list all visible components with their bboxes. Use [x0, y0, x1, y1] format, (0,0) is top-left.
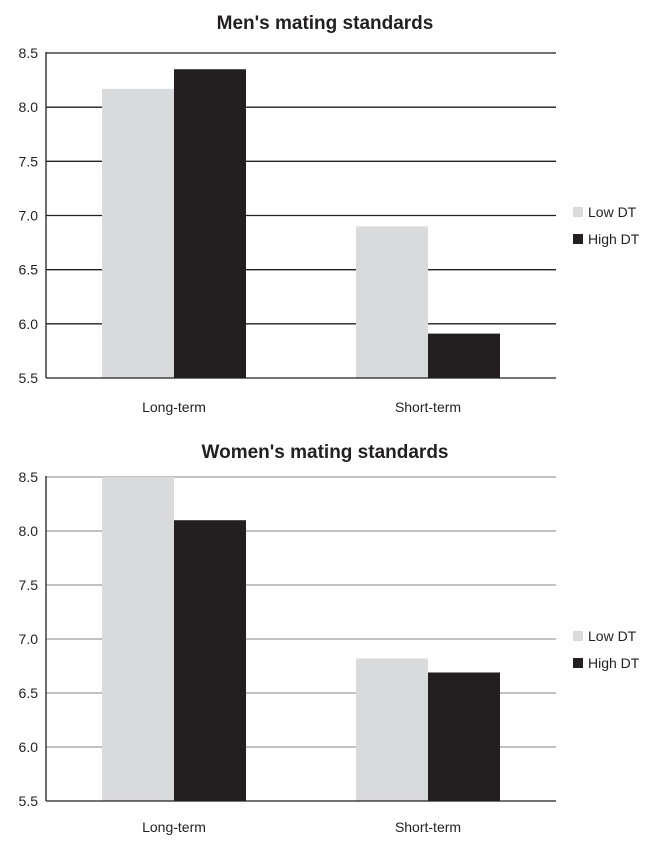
chart1-x-tick-label: Long-term	[142, 399, 206, 415]
chart2-title: Women's mating standards	[202, 442, 449, 463]
chart2-x-tick-label: Short-term	[395, 819, 461, 835]
chart1-bar-high-dt-short-term	[428, 333, 500, 378]
chart1-legend-label-high-dt: High DT	[588, 231, 640, 247]
chart1-bar-high-dt-long-term	[174, 69, 246, 378]
chart2-y-tick-label: 8.5	[19, 469, 39, 485]
chart1-legend-swatch-high-dt	[573, 234, 583, 244]
chart1-y-tick-label: 8.0	[19, 99, 39, 115]
chart2-x-tick-label: Long-term	[142, 819, 206, 835]
chart1-title: Men's mating standards	[217, 13, 434, 34]
chart1-bar-low-dt-long-term	[102, 88, 174, 378]
chart1-y-tick-label: 5.5	[19, 370, 39, 386]
chart1-y-tick-label: 6.0	[19, 316, 39, 332]
chart2-legend-swatch-low-dt	[573, 631, 583, 641]
chart1-y-tick-label: 6.5	[19, 262, 39, 278]
chart2-bar-high-dt-short-term	[428, 672, 500, 801]
chart2-y-tick-label: 6.5	[19, 685, 39, 701]
chart1-bar-low-dt-short-term	[356, 226, 428, 378]
chart2-y-tick-label: 8.0	[19, 523, 39, 539]
chart2-bar-high-dt-long-term	[174, 520, 246, 801]
chart2-y-tick-label: 7.5	[19, 577, 39, 593]
chart1-legend-swatch-low-dt	[573, 207, 583, 217]
chart1-y-tick-label: 7.0	[19, 208, 39, 224]
chart2-y-tick-label: 6.0	[19, 739, 39, 755]
chart2-legend-swatch-high-dt	[573, 658, 583, 668]
chart1-legend-label-low-dt: Low DT	[588, 204, 637, 220]
chart2-bar-low-dt-long-term	[102, 477, 174, 801]
chart1-y-tick-label: 7.5	[19, 153, 39, 169]
chart1-y-tick-label: 8.5	[19, 45, 39, 61]
chart2-y-tick-label: 7.0	[19, 631, 39, 647]
chart1-x-tick-label: Short-term	[395, 399, 461, 415]
chart2-y-tick-label: 5.5	[19, 793, 39, 809]
chart2-legend-label-low-dt: Low DT	[588, 628, 637, 644]
chart2-bar-low-dt-short-term	[356, 658, 428, 801]
chart2-legend-label-high-dt: High DT	[588, 655, 640, 671]
